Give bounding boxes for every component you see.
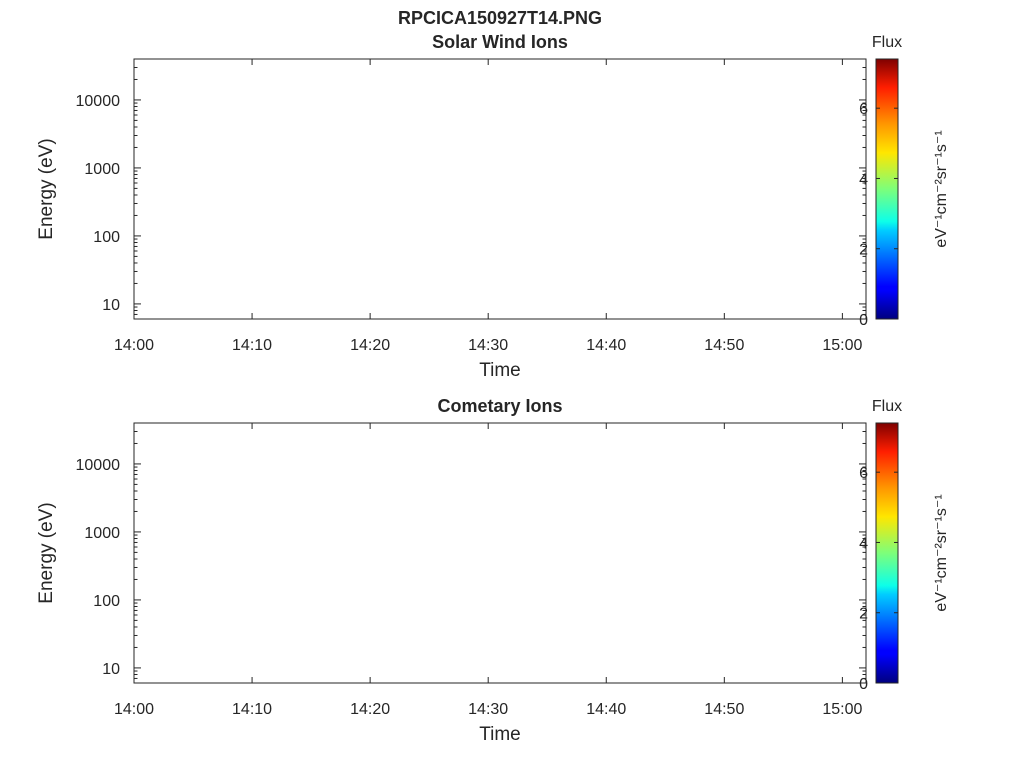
figure-title: RPCICA150927T14.PNG	[398, 8, 602, 28]
x-tick-label: 14:10	[232, 701, 272, 718]
panel-title: Cometary Ions	[437, 396, 562, 416]
colorbar-tick-label: 0	[859, 312, 868, 329]
colorbar-unit-label: eV⁻¹cm⁻²sr⁻¹s⁻¹	[933, 494, 950, 611]
colorbar-tick-label: 6	[859, 101, 868, 118]
x-tick-label: 14:10	[232, 337, 272, 354]
y-tick-label: 10000	[76, 93, 121, 110]
x-tick-label: 15:00	[822, 337, 862, 354]
y-tick-label: 10000	[76, 457, 121, 474]
x-tick-label: 14:20	[350, 701, 390, 718]
y-axis-label: Energy (eV)	[36, 502, 57, 603]
y-tick-label: 10	[102, 661, 120, 678]
x-tick-label: 14:30	[468, 337, 508, 354]
colorbar-tick-label: 2	[859, 242, 868, 259]
panel-title: Solar Wind Ions	[432, 32, 568, 52]
x-tick-label: 14:50	[704, 337, 744, 354]
cometary-ions-panel: 14:00 14:10 14:20 14:30 14:40 14:50 15:00 10 100…	[36, 396, 950, 745]
plot-frame	[133, 422, 867, 684]
y-tick-label: 100	[93, 593, 120, 610]
x-tick-label: 14:40	[586, 337, 626, 354]
x-tick-label: 14:50	[704, 701, 744, 718]
colorbar-tick-label: 4	[859, 171, 868, 188]
colorbar-title: Flux	[872, 398, 902, 415]
colorbar	[875, 422, 899, 684]
colorbar-title: Flux	[872, 34, 902, 51]
x-tick-label: 14:40	[586, 701, 626, 718]
colorbar	[875, 58, 899, 320]
x-tick-label: 14:30	[468, 701, 508, 718]
x-axis-label: Time	[479, 724, 521, 745]
y-tick-label: 1000	[84, 525, 120, 542]
colorbar-tick-label: 6	[859, 465, 868, 482]
y-tick-label: 10	[102, 297, 120, 314]
x-axis-label: Time	[479, 360, 521, 381]
solar-wind-ions-panel: 14:00 14:10 14:20 14:30 14:40 14:50 15:00 10 100…	[36, 32, 950, 381]
x-tick-label: 14:00	[114, 337, 154, 354]
y-tick-label: 1000	[84, 161, 120, 178]
y-axis-label: Energy (eV)	[36, 138, 57, 239]
x-tick-label: 14:20	[350, 337, 390, 354]
y-tick-label: 100	[93, 229, 120, 246]
colorbar-tick-label: 0	[859, 676, 868, 693]
x-tick-label: 15:00	[822, 701, 862, 718]
colorbar-tick-label: 2	[859, 606, 868, 623]
colorbar-tick-label: 4	[859, 535, 868, 552]
colorbar-unit-label: eV⁻¹cm⁻²sr⁻¹s⁻¹	[933, 130, 950, 247]
x-tick-label: 14:00	[114, 701, 154, 718]
plot-frame	[133, 58, 867, 320]
